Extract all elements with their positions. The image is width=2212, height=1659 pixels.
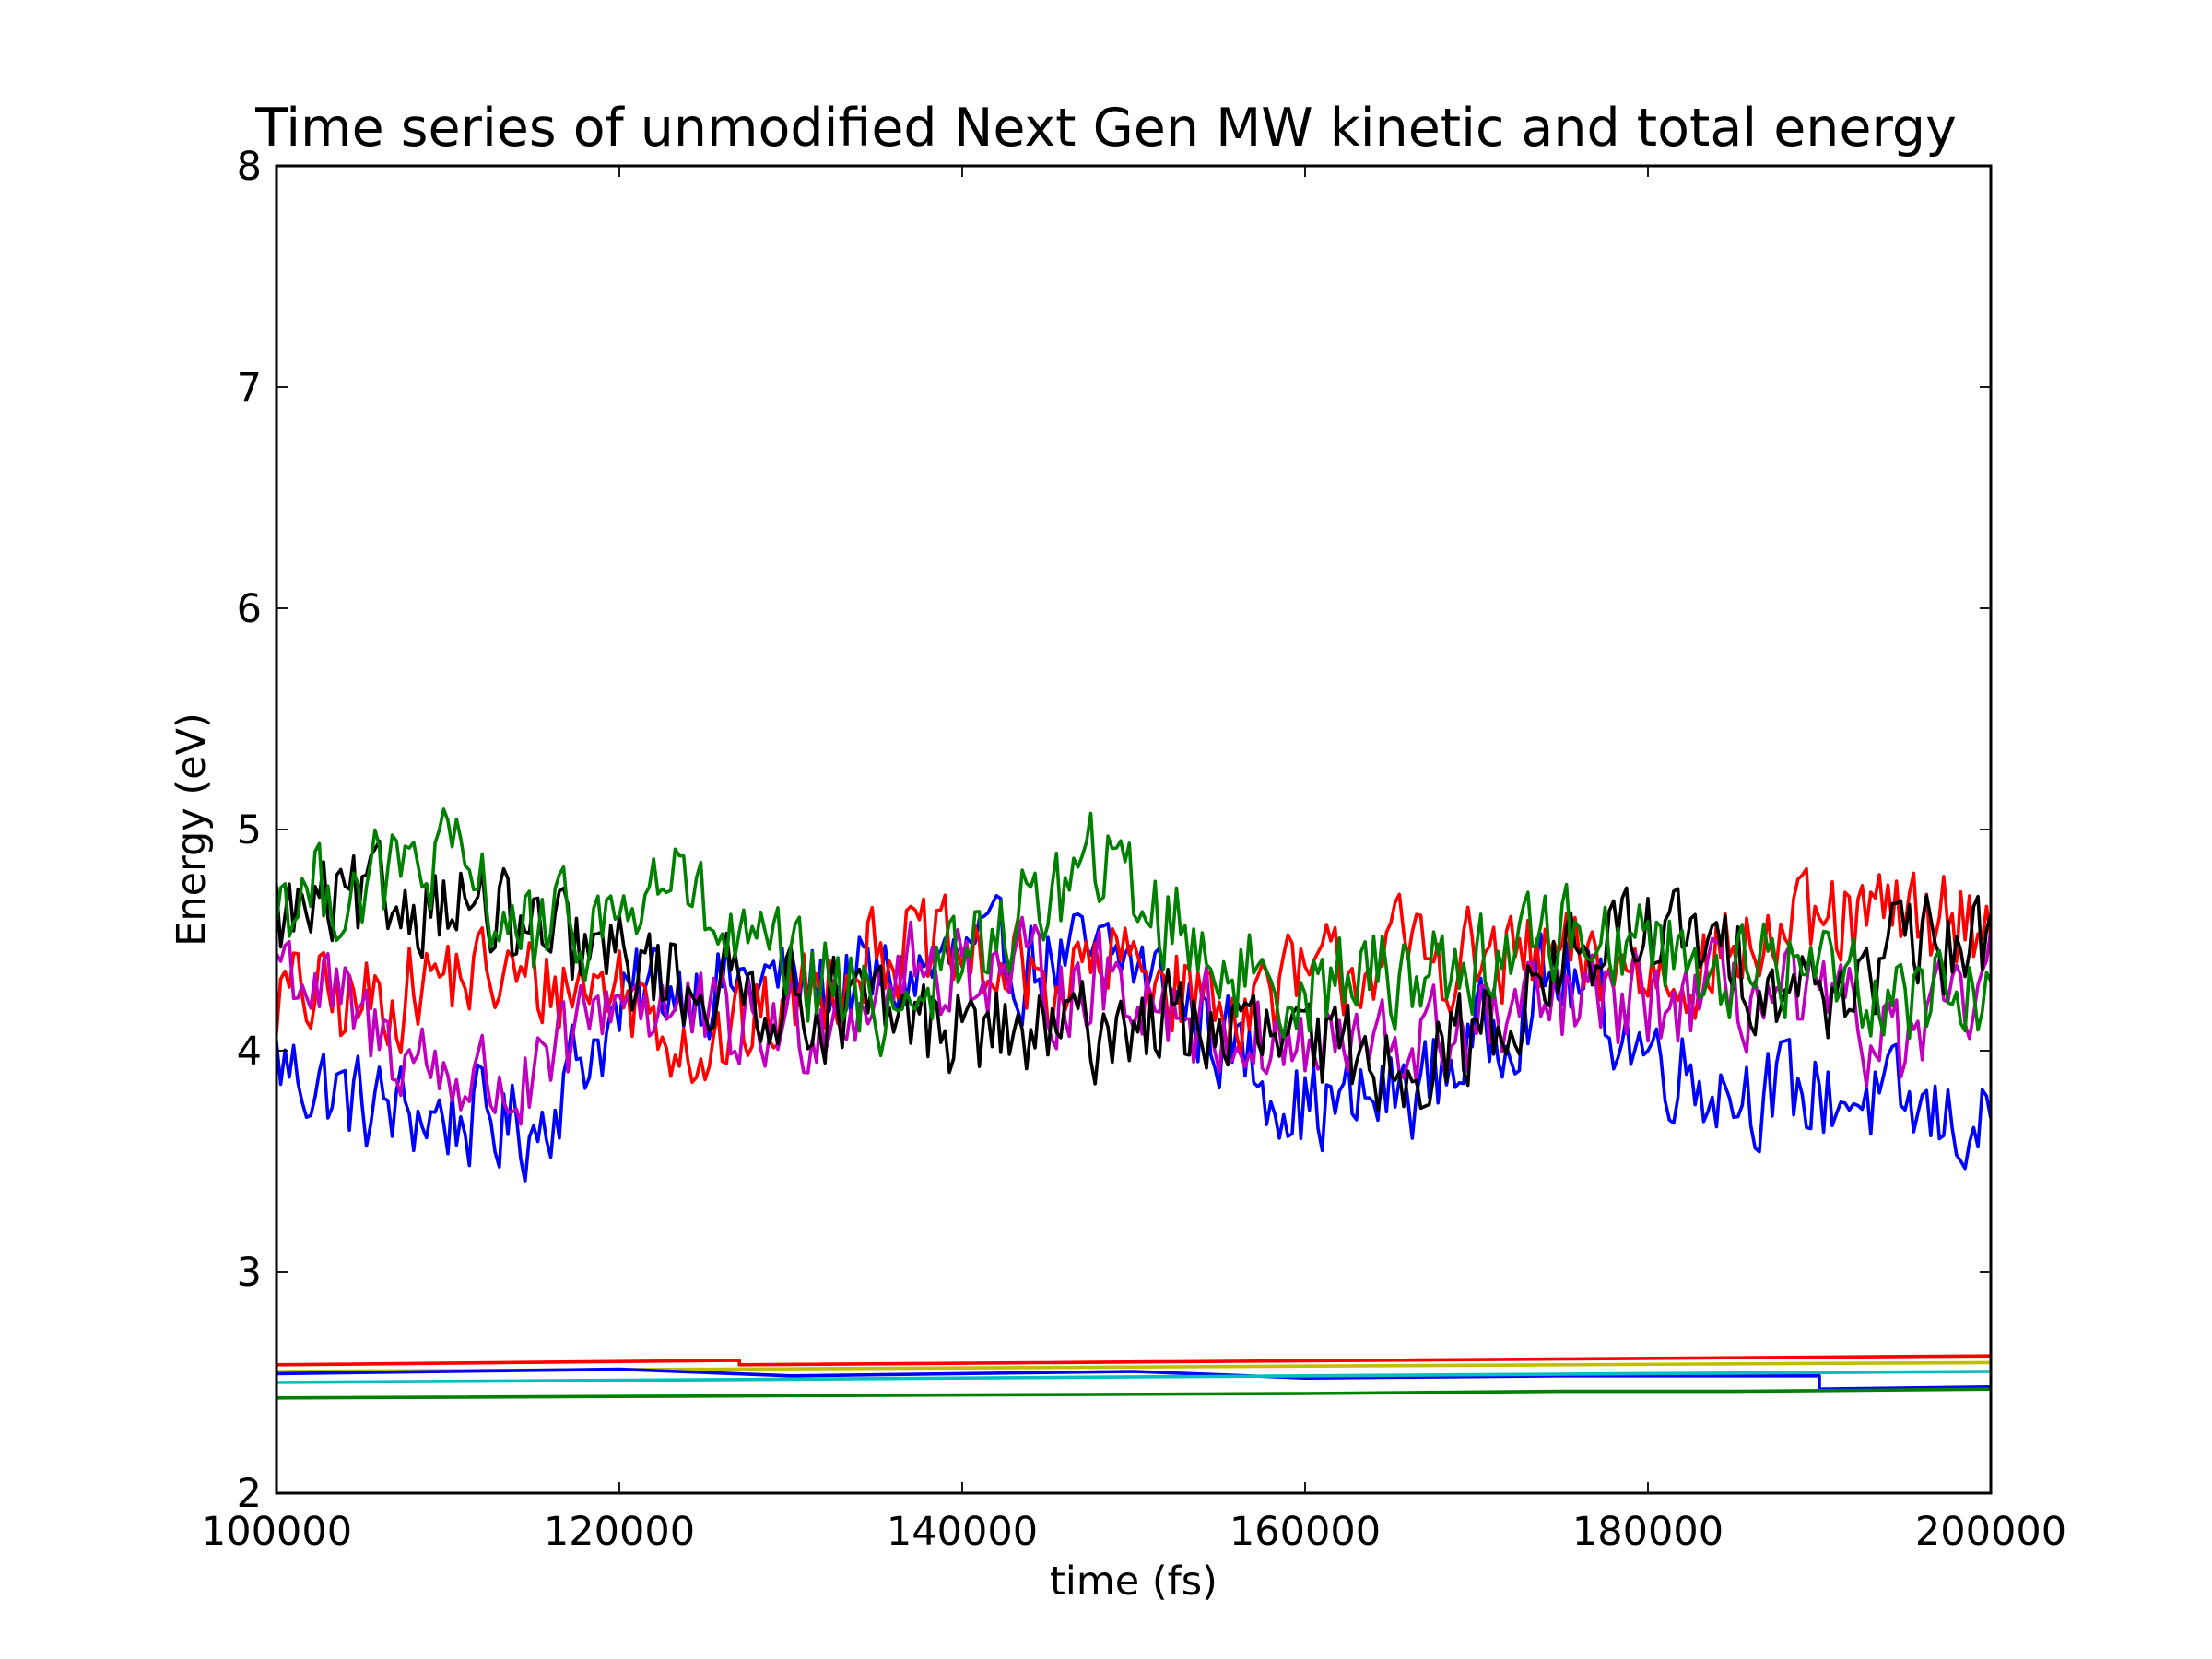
chart-title: Time series of unmodified Next Gen MW ki… xyxy=(254,98,1957,159)
y-tick-label: 3 xyxy=(237,1250,262,1296)
y-tick-label: 7 xyxy=(237,365,262,411)
x-tick-label: 160000 xyxy=(1230,1509,1381,1555)
y-tick-label: 5 xyxy=(237,807,262,853)
x-tick-label: 120000 xyxy=(544,1509,695,1555)
y-axis-label: Energy (eV) xyxy=(169,712,215,947)
y-tick-label: 6 xyxy=(237,586,262,632)
total-energy-line-6 xyxy=(276,1354,1991,1367)
x-tick-label: 180000 xyxy=(1572,1509,1724,1555)
y-tick-label: 2 xyxy=(237,1471,262,1517)
kinetic-energy-line-4 xyxy=(276,839,1991,1112)
tick-layer: 100000 120000 140000 160000 180000 200000 2 3 4 5… xyxy=(201,144,2066,1555)
y-tick-label: 8 xyxy=(237,144,262,190)
kinetic-energy-line-1 xyxy=(276,893,1991,1183)
x-tick-label: 200000 xyxy=(1915,1509,2066,1555)
plot-area xyxy=(276,807,1991,1400)
total-energy-line-9 xyxy=(276,1370,1991,1384)
x-tick-label: 140000 xyxy=(887,1509,1038,1555)
kinetic-energy-line-5 xyxy=(276,807,1991,1058)
x-axis-label: time (fs) xyxy=(1050,1559,1218,1605)
plot-frame xyxy=(275,164,1993,1495)
series-layer xyxy=(276,807,1991,1400)
x-tick-label: 100000 xyxy=(201,1509,352,1555)
total-energy-line-10 xyxy=(276,1387,1991,1400)
total-energy-line-8 xyxy=(276,1367,1991,1391)
y-tick-label: 4 xyxy=(237,1029,262,1075)
